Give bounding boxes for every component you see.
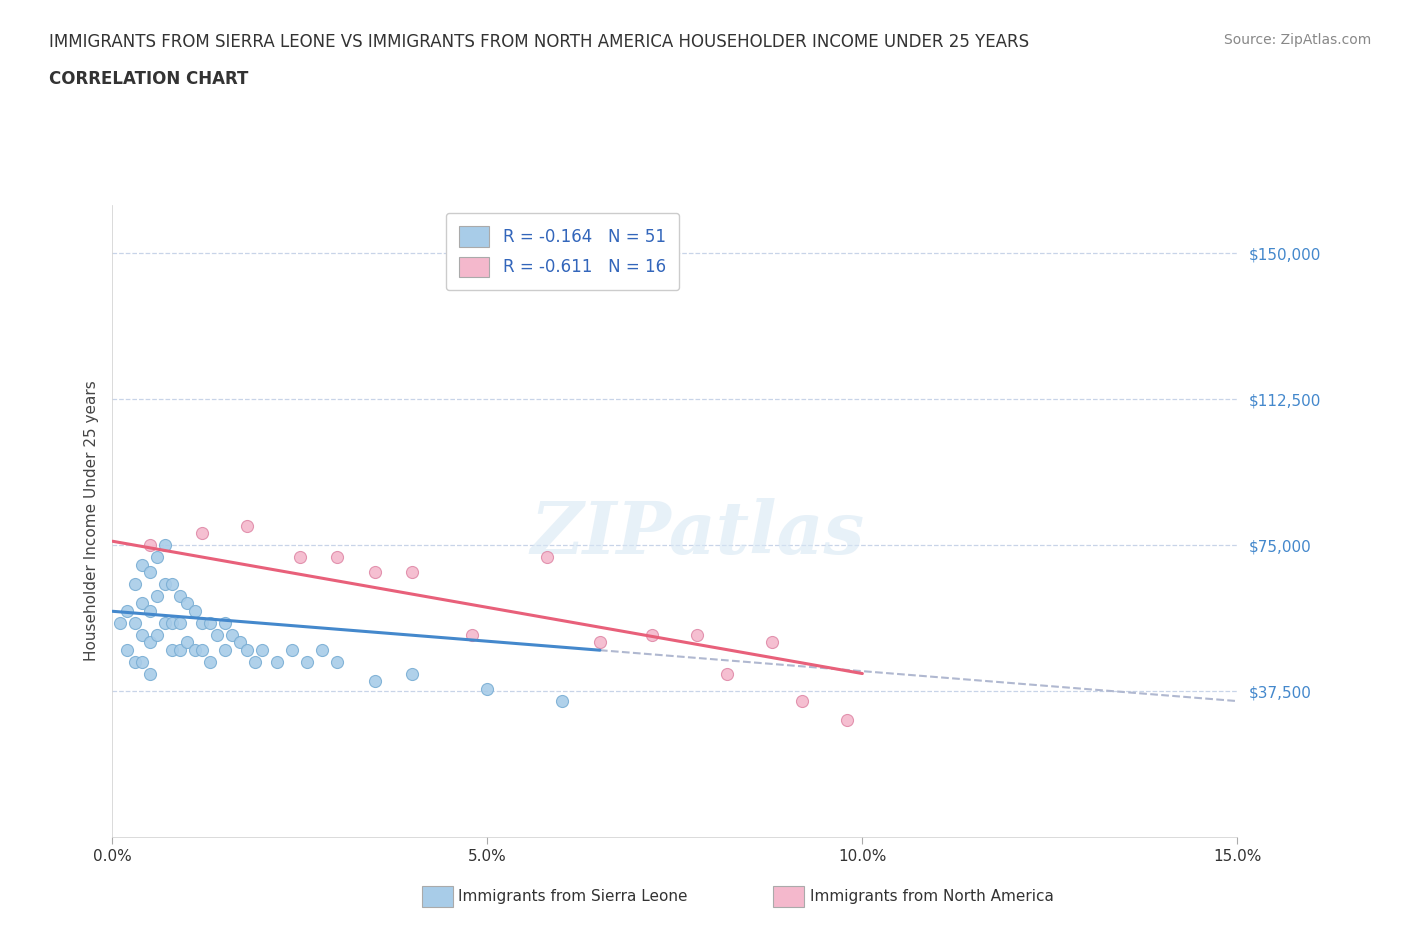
Point xyxy=(169,643,191,658)
Point xyxy=(266,655,288,670)
Point xyxy=(792,694,814,709)
Point xyxy=(184,643,207,658)
Point xyxy=(139,565,162,579)
Point xyxy=(146,627,169,642)
Point xyxy=(146,550,169,565)
Point xyxy=(131,557,153,572)
Text: Immigrants from North America: Immigrants from North America xyxy=(810,889,1053,904)
Point xyxy=(236,643,259,658)
Legend: R = -0.164   N = 51, R = -0.611   N = 16: R = -0.164 N = 51, R = -0.611 N = 16 xyxy=(446,213,679,290)
Point xyxy=(281,643,304,658)
Point xyxy=(131,596,153,611)
Point xyxy=(214,643,236,658)
Point xyxy=(162,643,184,658)
Point xyxy=(551,694,574,709)
Point xyxy=(124,577,146,591)
Point xyxy=(252,643,274,658)
Point xyxy=(461,627,484,642)
Point xyxy=(139,666,162,681)
Point xyxy=(311,643,333,658)
Point xyxy=(364,674,387,689)
Point xyxy=(641,627,664,642)
Point xyxy=(214,616,236,631)
Point xyxy=(401,565,423,579)
Point xyxy=(207,627,229,642)
Point xyxy=(146,589,169,604)
Point xyxy=(686,627,709,642)
Point xyxy=(716,666,738,681)
Point xyxy=(153,577,176,591)
Point xyxy=(198,616,221,631)
Point xyxy=(589,635,612,650)
Point xyxy=(288,550,311,565)
Point xyxy=(162,616,184,631)
Point xyxy=(401,666,423,681)
Point xyxy=(153,538,176,552)
Point xyxy=(131,655,153,670)
Text: CORRELATION CHART: CORRELATION CHART xyxy=(49,70,249,87)
Y-axis label: Householder Income Under 25 years: Householder Income Under 25 years xyxy=(83,380,98,661)
Point xyxy=(236,518,259,533)
Text: Immigrants from Sierra Leone: Immigrants from Sierra Leone xyxy=(458,889,688,904)
Text: ZIPatlas: ZIPatlas xyxy=(530,498,865,569)
Point xyxy=(761,635,783,650)
Point xyxy=(536,550,558,565)
Point xyxy=(221,627,243,642)
Point xyxy=(184,604,207,618)
Point xyxy=(108,616,131,631)
Point xyxy=(131,627,153,642)
Point xyxy=(191,616,214,631)
Point xyxy=(139,635,162,650)
Point xyxy=(153,616,176,631)
Text: IMMIGRANTS FROM SIERRA LEONE VS IMMIGRANTS FROM NORTH AMERICA HOUSEHOLDER INCOME: IMMIGRANTS FROM SIERRA LEONE VS IMMIGRAN… xyxy=(49,33,1029,50)
Point xyxy=(837,712,859,727)
Point xyxy=(198,655,221,670)
Point xyxy=(139,604,162,618)
Point xyxy=(229,635,252,650)
Point xyxy=(243,655,266,670)
Point xyxy=(169,616,191,631)
Point xyxy=(191,643,214,658)
Point xyxy=(326,655,349,670)
Point xyxy=(169,589,191,604)
Text: Source: ZipAtlas.com: Source: ZipAtlas.com xyxy=(1223,33,1371,46)
Point xyxy=(176,635,198,650)
Point xyxy=(139,538,162,552)
Point xyxy=(124,616,146,631)
Point xyxy=(162,577,184,591)
Point xyxy=(117,604,139,618)
Point xyxy=(477,682,499,697)
Point xyxy=(364,565,387,579)
Point xyxy=(326,550,349,565)
Point xyxy=(124,655,146,670)
Point xyxy=(117,643,139,658)
Point xyxy=(297,655,319,670)
Point xyxy=(191,526,214,541)
Point xyxy=(176,596,198,611)
